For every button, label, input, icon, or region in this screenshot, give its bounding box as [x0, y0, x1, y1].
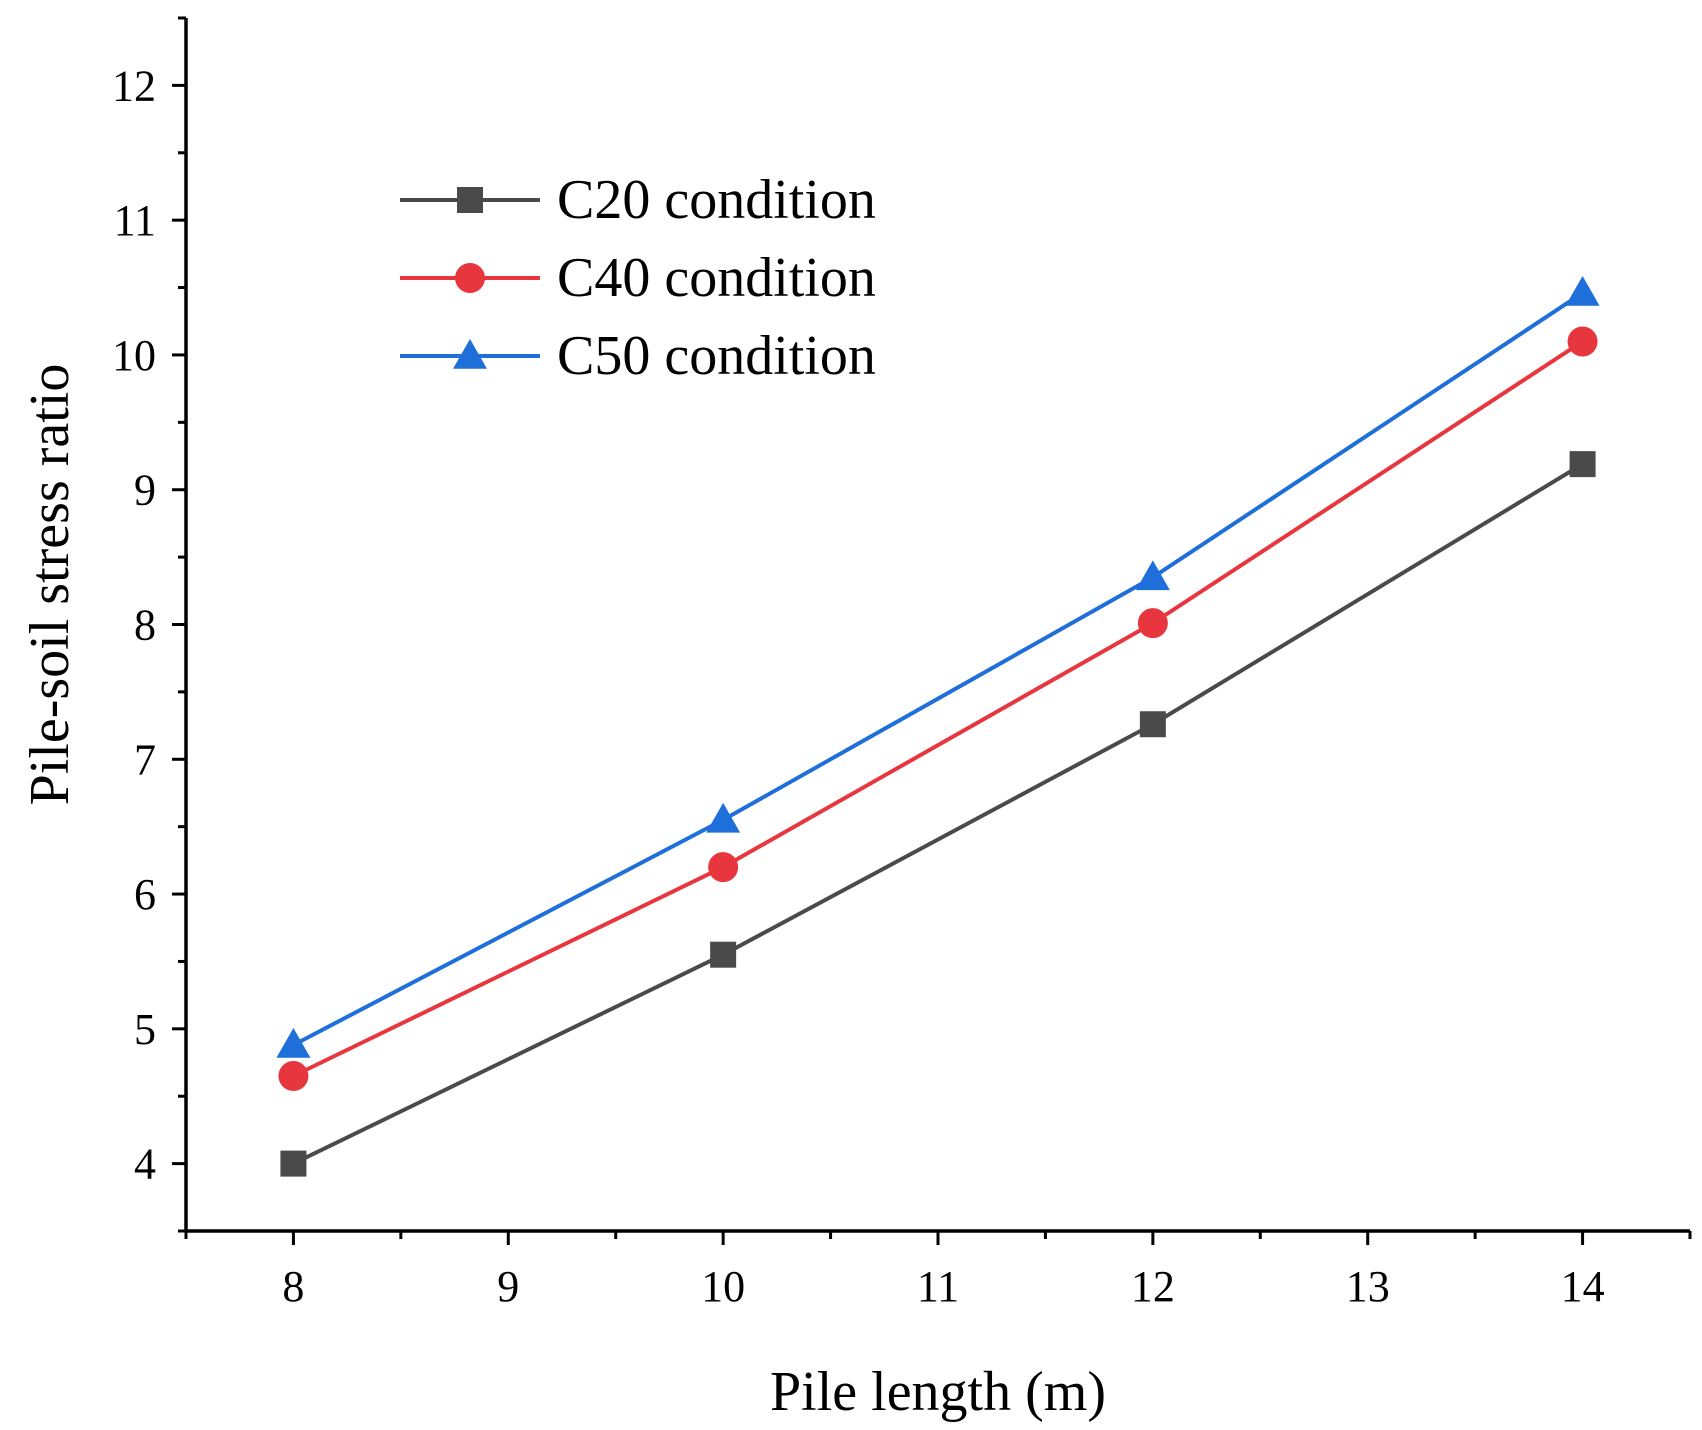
y-tick-label: 4 [134, 1140, 156, 1189]
x-tick-label: 8 [282, 1262, 304, 1311]
y-tick-label: 11 [114, 196, 156, 245]
legend-entry: C20 condition [400, 169, 876, 231]
data-point [278, 1061, 309, 1092]
y-tick-label: 12 [112, 61, 156, 110]
data-point [710, 941, 737, 968]
y-tick-label: 8 [134, 601, 156, 650]
data-point [280, 1150, 307, 1177]
legend-marker [457, 187, 483, 213]
x-tick-label: 9 [497, 1262, 519, 1311]
ticks: 8 9 10 11 12 13 14 4 5 6 7 8 9 10 11 12 [112, 16, 1692, 1311]
y-tick-label: 9 [134, 466, 156, 515]
legend-marker [455, 263, 485, 293]
legend-entry: C40 condition [400, 247, 876, 309]
data-point [1565, 275, 1600, 306]
y-tick-label: 5 [134, 1005, 156, 1054]
data-point [1569, 451, 1596, 478]
legend-label: C50 condition [557, 325, 876, 387]
y-tick-label: 7 [134, 735, 156, 784]
series-1 [280, 451, 1596, 1177]
x-tick-label: 13 [1346, 1262, 1390, 1311]
data-point [276, 1028, 311, 1058]
y-tick-label: 6 [134, 870, 156, 919]
legend-entry: C50 condition [400, 325, 876, 387]
y-tick-label: 10 [112, 331, 156, 380]
data-point [708, 852, 739, 883]
legend: C20 condition C40 condition C50 condition [400, 169, 876, 387]
y-axis-title: Pile-soil stress ratio [19, 364, 81, 806]
series-line [292, 462, 1584, 1166]
x-axis-title: Pile length (m) [770, 1361, 1106, 1423]
data-point [1135, 560, 1170, 591]
legend-label: C20 condition [557, 169, 876, 231]
x-tick-label: 14 [1561, 1262, 1605, 1311]
series-2 [278, 326, 1598, 1092]
series-line [292, 339, 1584, 1078]
data-point [706, 802, 741, 833]
series-3 [276, 275, 1600, 1058]
data-point [1567, 326, 1598, 357]
x-tick-label: 11 [917, 1262, 959, 1311]
legend-label: C40 condition [557, 247, 876, 309]
legend-marker [453, 339, 487, 369]
data-point [1137, 608, 1168, 639]
series-line [292, 291, 1584, 1047]
series-layer [276, 275, 1600, 1177]
data-point [1139, 711, 1166, 738]
x-tick-label: 10 [701, 1262, 745, 1311]
x-tick-label: 12 [1131, 1262, 1175, 1311]
